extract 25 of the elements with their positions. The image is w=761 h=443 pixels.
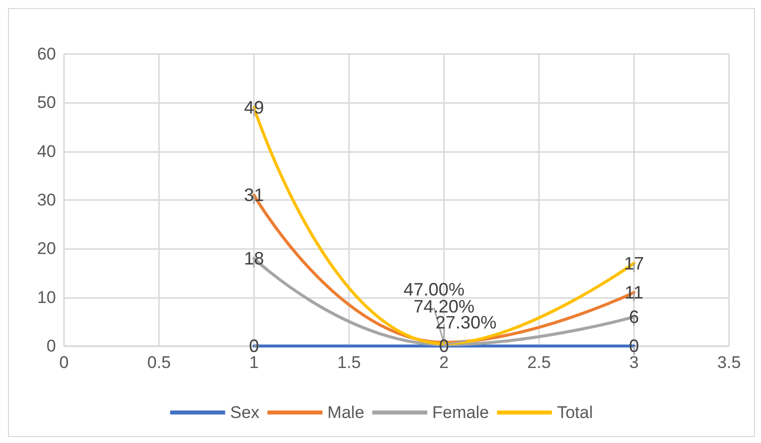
x-tick-label: 1 — [249, 353, 259, 372]
data-label: 18 — [244, 248, 264, 268]
x-tick-label: 0.5 — [147, 353, 171, 372]
x-tick-label: 1.5 — [337, 353, 361, 372]
y-tick-label: 30 — [37, 190, 56, 210]
x-tick-label: 2.5 — [527, 353, 551, 372]
y-tick-label: 0 — [46, 336, 56, 356]
y-tick-label: 60 — [37, 44, 56, 64]
x-tick-label: 0 — [59, 353, 69, 372]
y-tick-label: 40 — [37, 142, 56, 161]
data-label: 17 — [624, 253, 644, 274]
legend-label: Female — [432, 403, 489, 422]
legend-label: Sex — [230, 403, 260, 422]
x-tick-label: 3.5 — [717, 353, 741, 372]
y-tick-label: 10 — [37, 288, 56, 307]
legend-label: Male — [327, 403, 364, 422]
data-label: 11 — [624, 282, 644, 302]
y-tick-label: 50 — [37, 93, 56, 112]
x-tick-label: 2 — [439, 353, 449, 372]
x-tick-label: 3 — [629, 353, 639, 372]
y-tick-label: 20 — [37, 239, 56, 258]
data-label: 49 — [244, 98, 264, 118]
data-label: 31 — [244, 185, 264, 206]
data-label: 6 — [628, 306, 640, 327]
legend-label: Total — [556, 403, 593, 422]
